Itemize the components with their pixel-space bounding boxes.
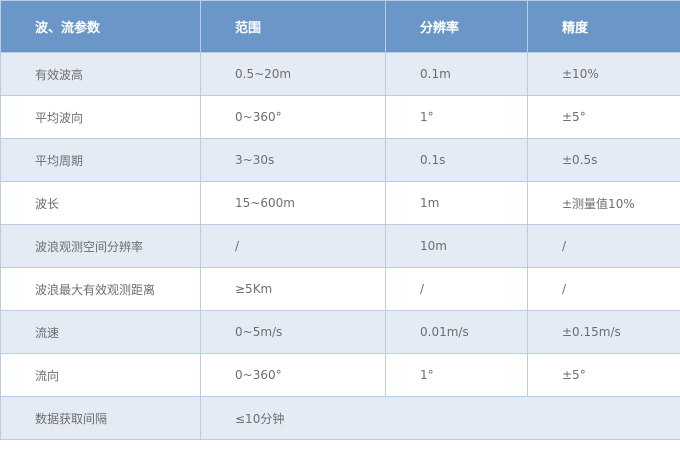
resolution-cell: 0.1s xyxy=(385,138,528,182)
accuracy-cell: / xyxy=(527,267,680,311)
parameter-cell: 数据获取间隔 xyxy=(0,396,201,440)
table-header-row: 波、流参数 范围 分辨率 精度 xyxy=(0,0,680,53)
header-range: 范围 xyxy=(200,0,386,53)
parameter-cell: 波浪观测空间分辨率 xyxy=(0,224,201,268)
range-cell: 3~30s xyxy=(200,138,386,182)
header-accuracy: 精度 xyxy=(527,0,680,53)
wave-current-parameter-table: 波、流参数 范围 分辨率 精度 有效波高 0.5~20m 0.1m ±10% 平均波向 0… xyxy=(0,0,680,440)
range-cell: / xyxy=(200,224,386,268)
table-row: 波长 15~600m 1m ±测量值10% xyxy=(0,181,680,225)
accuracy-cell: / xyxy=(527,224,680,268)
table-row: 波浪最大有效观测距离 ≥5Km / / xyxy=(0,267,680,311)
header-resolution: 分辨率 xyxy=(385,0,528,53)
resolution-cell: 1m xyxy=(385,181,528,225)
table-row: 平均波向 0~360° 1° ±5° xyxy=(0,95,680,139)
accuracy-cell: ±5° xyxy=(527,95,680,139)
parameter-cell: 平均波向 xyxy=(0,95,201,139)
accuracy-cell: ±10% xyxy=(527,52,680,96)
resolution-cell: 10m xyxy=(385,224,528,268)
range-cell: 0~360° xyxy=(200,353,386,397)
parameter-cell: 流向 xyxy=(0,353,201,397)
parameter-cell: 波长 xyxy=(0,181,201,225)
resolution-cell: / xyxy=(385,267,528,311)
resolution-cell: 1° xyxy=(385,95,528,139)
range-cell: 0~5m/s xyxy=(200,310,386,354)
resolution-cell: 0.1m xyxy=(385,52,528,96)
header-parameter: 波、流参数 xyxy=(0,0,201,53)
accuracy-cell: ±测量值10% xyxy=(527,181,680,225)
range-cell: 0.5~20m xyxy=(200,52,386,96)
accuracy-cell: ±5° xyxy=(527,353,680,397)
parameter-cell: 平均周期 xyxy=(0,138,201,182)
parameter-cell: 有效波高 xyxy=(0,52,201,96)
table-row: 有效波高 0.5~20m 0.1m ±10% xyxy=(0,52,680,96)
table-row: 平均周期 3~30s 0.1s ±0.5s xyxy=(0,138,680,182)
resolution-cell: 1° xyxy=(385,353,528,397)
table-row: 流速 0~5m/s 0.01m/s ±0.15m/s xyxy=(0,310,680,354)
range-cell: ≥5Km xyxy=(200,267,386,311)
range-cell: ≤10分钟 xyxy=(200,396,680,440)
accuracy-cell: ±0.15m/s xyxy=(527,310,680,354)
table-row: 流向 0~360° 1° ±5° xyxy=(0,353,680,397)
range-cell: 0~360° xyxy=(200,95,386,139)
parameter-cell: 流速 xyxy=(0,310,201,354)
range-cell: 15~600m xyxy=(200,181,386,225)
resolution-cell: 0.01m/s xyxy=(385,310,528,354)
table-row: 数据获取间隔 ≤10分钟 xyxy=(0,396,680,440)
accuracy-cell: ±0.5s xyxy=(527,138,680,182)
parameter-cell: 波浪最大有效观测距离 xyxy=(0,267,201,311)
table-row: 波浪观测空间分辨率/10m / xyxy=(0,224,680,268)
